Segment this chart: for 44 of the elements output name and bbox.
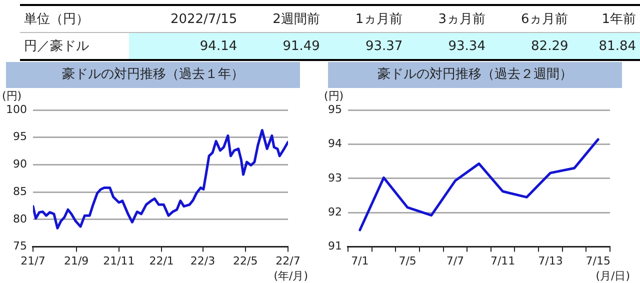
x-axis-title: (年/月) (274, 269, 308, 282)
category-label: 1年前 (572, 5, 640, 32)
y-tick-label: 93 (328, 171, 342, 184)
y-tick-label: 85 (12, 184, 27, 198)
y-tick-label: 95 (328, 102, 342, 116)
y-tick-label: 80 (12, 212, 27, 226)
x-tick-label: 21/11 (103, 254, 135, 268)
data-label: 93.34 (406, 32, 490, 60)
y-axis-title: (円) (324, 89, 344, 102)
x-tick-label: 22/3 (190, 254, 216, 268)
y-tick-label: 90 (12, 158, 27, 171)
x-tick-label: 7/13 (538, 254, 563, 268)
text: 単位（円） (20, 5, 130, 32)
category-label: 2022/7/15 (129, 5, 242, 32)
y-tick-label: 92 (328, 205, 342, 218)
x-tick-label: 7/15 (586, 254, 610, 268)
x-tick-label: 22/7 (276, 254, 300, 268)
y-tick-label: 94 (328, 137, 342, 150)
y-tick-label: 100 (6, 102, 27, 116)
chart-title: 豪ドルの対円推移（過去１年） (6, 62, 300, 88)
data-label: 91.49 (241, 32, 324, 60)
category-label: 3ヵ月前 (406, 5, 490, 32)
x-tick-label: 7/7 (446, 254, 464, 268)
x-tick-label: 22/5 (233, 254, 258, 268)
category-label: 2週間前 (241, 5, 324, 32)
data-label: 82.29 (489, 32, 572, 60)
category-label: 6ヵ月前 (489, 5, 572, 32)
y-axis-title: (円) (2, 89, 22, 102)
y-tick-label: 75 (12, 240, 27, 253)
chart-title: 豪ドルの対円推移（過去２週間） (328, 62, 622, 88)
data-label: 81.84 (572, 32, 640, 60)
x-axis-title: (月/日) (596, 269, 630, 282)
x-tick-label: 7/5 (398, 254, 416, 268)
x-tick-label: 21/7 (20, 254, 46, 268)
x-tick-label: 7/11 (490, 254, 516, 268)
data-label: 93.37 (324, 32, 407, 60)
y-tick-label: 91 (328, 240, 342, 253)
category-label: 1ヵ月前 (324, 5, 407, 32)
x-tick-label: 22/1 (149, 254, 174, 268)
y-tick-label: 95 (12, 130, 27, 144)
x-tick-label: 7/1 (351, 254, 369, 268)
x-tick-label: 21/9 (64, 254, 89, 268)
text: 円／豪ドル (20, 32, 130, 60)
data-label: 94.14 (129, 32, 242, 60)
